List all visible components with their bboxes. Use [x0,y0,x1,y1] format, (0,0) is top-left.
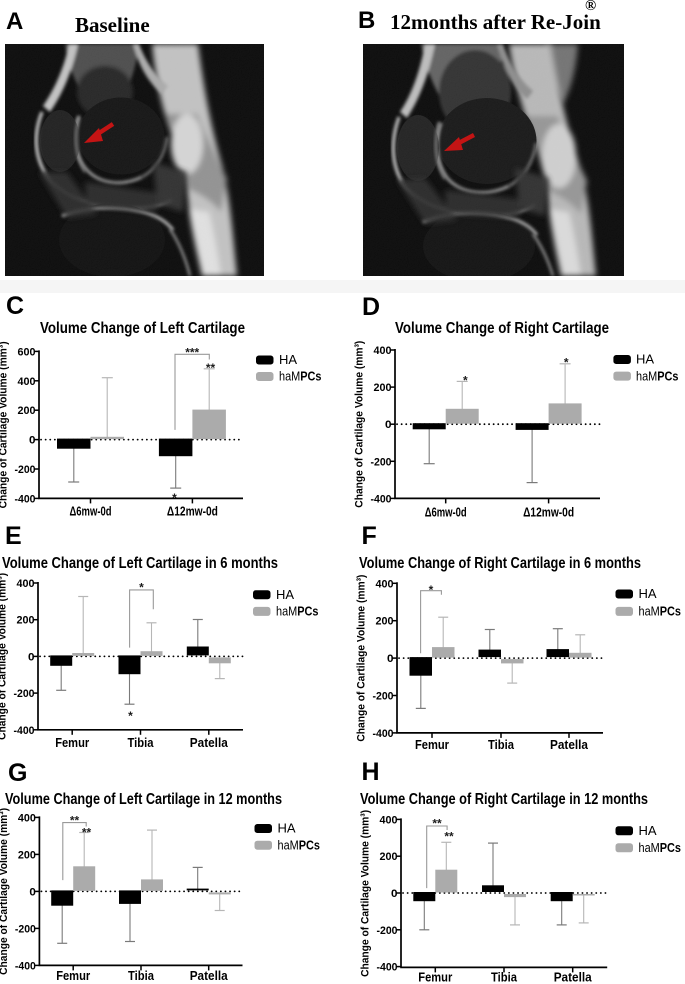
svg-text:200: 200 [18,405,36,417]
svg-text:Δ12mw-0d: Δ12mw-0d [523,506,574,520]
svg-text:0: 0 [28,651,35,663]
svg-text:*: * [128,709,133,723]
svg-text:200: 200 [17,615,35,627]
svg-text:Patella: Patella [550,738,589,752]
svg-text:-200: -200 [14,688,35,700]
svg-text:-400: -400 [15,493,36,505]
svg-text:*: * [564,356,569,370]
svg-text:Δ6mw-0d: Δ6mw-0d [425,506,467,520]
svg-text:Volume Change of Left Cartilag: Volume Change of Left Cartilage in 12 mo… [5,791,282,808]
svg-text:**: ** [444,830,454,844]
svg-text:Tibia: Tibia [488,738,515,752]
svg-text:haMPCs: haMPCs [639,840,682,855]
svg-text:HA: HA [279,352,297,367]
svg-text:F: F [362,522,377,550]
svg-text:-400: -400 [371,493,392,505]
svg-text:-200: -200 [371,456,392,468]
svg-text:HA: HA [276,587,294,602]
svg-text:G: G [8,759,27,787]
svg-text:Volume Change of Right Cartila: Volume Change of Right Cartilage in 6 mo… [359,555,641,572]
svg-text:-400: -400 [15,960,36,972]
svg-text:Δ12mw-0d: Δ12mw-0d [167,505,218,519]
svg-text:haMPCs: haMPCs [279,369,322,384]
svg-text:0: 0 [391,888,398,900]
svg-text:Femur: Femur [55,736,89,750]
svg-text:Patella: Patella [190,969,229,983]
svg-text:-200: -200 [15,923,36,935]
svg-text:Tibia: Tibia [128,969,155,983]
svg-text:200: 200 [18,849,36,861]
svg-text:0: 0 [387,653,394,665]
svg-text:-400: -400 [14,725,35,737]
svg-text:Patella: Patella [554,971,593,984]
svg-text:200: 200 [376,616,394,628]
svg-text:Change of Cartilage Volume (mm: Change of Cartilage Volume (mm³) [354,340,366,507]
svg-text:Femur: Femur [418,971,452,984]
svg-text:**: ** [70,814,80,828]
svg-text:400: 400 [18,376,36,388]
svg-text:Patella: Patella [190,736,229,750]
svg-text:haMPCs: haMPCs [639,604,682,619]
svg-text:-400: -400 [373,728,394,740]
svg-text:Change of Cartilage Volume (mm: Change of Cartilage Volume (mm³) [356,574,368,741]
svg-text:0: 0 [29,886,36,898]
svg-text:*: * [139,581,144,595]
svg-text:400: 400 [380,814,398,826]
svg-text:**: ** [206,361,216,375]
svg-text:200: 200 [380,851,398,863]
svg-text:Tibia: Tibia [491,971,518,984]
svg-text:200: 200 [374,382,392,394]
svg-text:haMPCs: haMPCs [276,604,319,619]
svg-text:Change of Cartilage Volume (mm: Change of Cartilage Volume (mm³) [0,808,10,975]
svg-text:400: 400 [376,578,394,590]
svg-text:H: H [362,758,380,786]
svg-text:haMPCs: haMPCs [278,837,321,852]
svg-text:0: 0 [385,419,392,431]
svg-text:HA: HA [639,823,657,838]
svg-text:400: 400 [17,578,35,590]
svg-text:HA: HA [278,821,296,836]
svg-text:Volume Change of Left Cartilag: Volume Change of Left Cartilage [40,320,245,337]
svg-text:D: D [362,293,380,321]
svg-text:400: 400 [18,812,36,824]
svg-text:Tibia: Tibia [128,736,155,750]
svg-text:*: * [429,583,434,597]
svg-text:Femur: Femur [56,969,90,983]
svg-text:Femur: Femur [415,738,449,752]
svg-text:E: E [5,522,22,550]
svg-text:Change of Cartilage Volume (mm: Change of Cartilage Volume (mm³) [0,341,10,508]
svg-text:Volume Change of Right Cartila: Volume Change of Right Cartilage [395,320,609,337]
svg-text:HA: HA [636,352,654,367]
svg-text:-400: -400 [377,962,398,974]
svg-text:**: ** [82,826,92,840]
svg-text:600: 600 [18,346,36,358]
svg-text:Volume Change of Left Cartilag: Volume Change of Left Cartilage in 6 mon… [2,555,278,572]
svg-text:**: ** [432,817,442,831]
svg-text:-200: -200 [15,464,36,476]
svg-text:-200: -200 [373,691,394,703]
svg-text:400: 400 [374,345,392,357]
svg-text:C: C [6,292,24,320]
svg-text:HA: HA [639,586,657,601]
svg-text:Volume Change of Right Cartila: Volume Change of Right Cartilage in 12 m… [360,791,648,808]
svg-text:Δ6mw-0d: Δ6mw-0d [70,505,112,519]
svg-text:*: * [463,374,468,388]
svg-text:0: 0 [29,435,36,447]
svg-text:*: * [172,491,177,505]
svg-text:***: *** [185,346,199,360]
svg-text:-200: -200 [377,925,398,937]
svg-text:Change of Cartilage Volume (mm: Change of Cartilage Volume (mm³) [0,573,9,740]
svg-text:haMPCs: haMPCs [636,368,679,383]
svg-text:Change of Cartilage Volume (mm: Change of Cartilage Volume (mm³) [360,810,372,977]
